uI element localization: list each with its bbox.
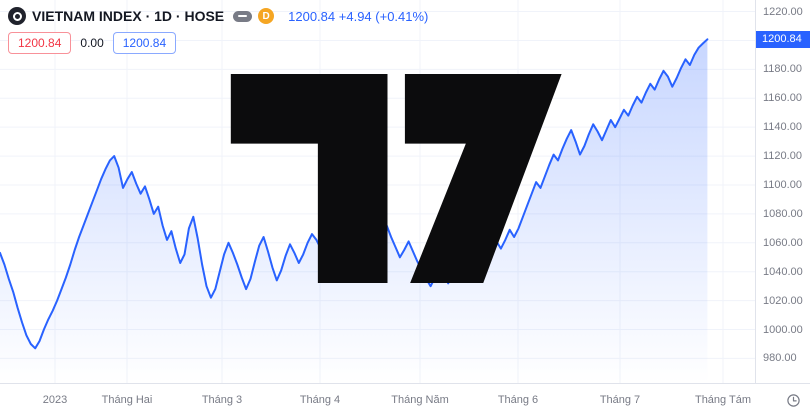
time-axis-label: Tháng Hai [101,394,153,406]
price-tick-label: 1060.00 [763,236,803,249]
time-axis-label: Tháng 6 [497,394,539,406]
price-axis[interactable]: 1200.84 980.00 1000.00 1020.00 1040.00 1060.… [755,0,810,383]
price-tick-label: 1040.00 [763,265,803,278]
sell-price-button[interactable]: 1200.84 [8,32,72,54]
price-tick-label: 980.00 [763,352,797,365]
time-axis-label: Tháng Năm [391,394,449,406]
legend: VIETNAM INDEX · 1D · HOSE D 1200.84 +4.9… [8,7,428,54]
price-tick-label: 1020.00 [763,294,803,307]
legend-collapse-icon[interactable] [233,10,253,22]
legend-row-trade: 1200.84 0.00 1200.84 [8,32,428,54]
price-tick-label: 1160.00 [763,92,802,105]
price-area-fill [0,39,708,383]
time-axis-label: Tháng 4 [299,394,341,406]
time-axis-label: Tháng Tám [694,394,752,406]
price-tick-label: 1140.00 [763,121,802,134]
legend-row-symbol: VIETNAM INDEX · 1D · HOSE D 1200.84 +4.9… [8,7,428,25]
time-axis[interactable]: 2023 Tháng Hai Tháng 3 Tháng 4 Tháng Năm Thán… [0,383,810,416]
quote-change: +4.94 (+0.41%) [338,8,429,24]
price-tick-label: 1220.00 [763,5,803,18]
price-tick-label: 1100.00 [763,178,802,191]
time-axis-label: Tháng 7 [599,394,641,406]
buy-price-button[interactable]: 1200.84 [112,32,177,54]
time-axis-label: Tháng 3 [201,394,243,406]
quote-last-price: 1200.84 [288,8,336,24]
symbol-title[interactable]: VIETNAM INDEX · 1D · HOSE [32,8,225,24]
last-price-badge: 1200.84 [756,30,810,48]
price-tick-label: 1080.00 [763,207,803,220]
clock-icon[interactable] [786,393,801,408]
price-tick-label: 1180.00 [763,63,802,76]
quote-text: 1200.84 +4.94 (+0.41%) [288,9,428,24]
tradingview-brand-link[interactable]: TradingView [10,0,755,370]
tradingview-logo-icon [230,74,562,283]
price-tick-label: 1000.00 [763,323,803,336]
time-axis-label: 2023 [42,394,68,406]
symbol-logo-icon [8,7,26,25]
spread-value: 0.00 [80,36,104,50]
price-tick-label: 1120.00 [763,150,802,163]
interval-badge[interactable]: D [258,8,275,24]
chart-pane[interactable]: VIETNAM INDEX · 1D · HOSE D 1200.84 +4.9… [0,0,755,383]
